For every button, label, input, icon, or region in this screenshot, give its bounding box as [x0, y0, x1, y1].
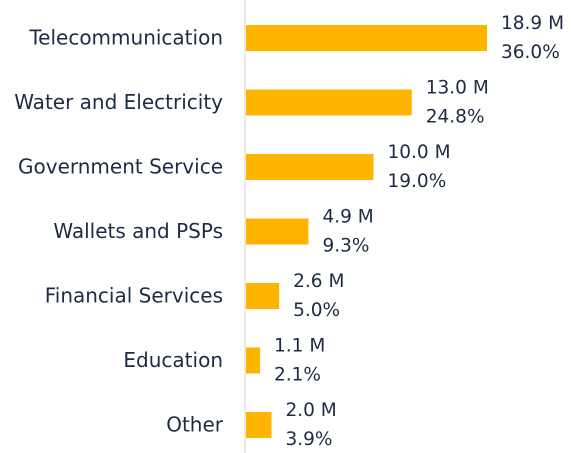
value-label: 2.6 M — [293, 271, 344, 292]
bar — [246, 283, 280, 309]
share-label: 2.1% — [274, 365, 321, 386]
category-label: Water and Electricity — [14, 90, 223, 114]
category-label: Wallets and PSPs — [53, 219, 223, 243]
bar — [246, 412, 272, 438]
value-label: 4.9 M — [322, 207, 373, 228]
share-label: 36.0% — [501, 42, 560, 63]
bar — [246, 154, 374, 180]
share-label: 5.0% — [293, 300, 340, 321]
category-label: Government Service — [18, 155, 223, 179]
bar — [246, 89, 412, 116]
bar — [246, 218, 309, 245]
bar — [246, 25, 487, 51]
share-label: 19.0% — [388, 171, 447, 192]
category-label: Financial Services — [45, 284, 223, 308]
value-label: 1.1 M — [274, 336, 325, 357]
value-label: 13.0 M — [426, 78, 489, 99]
category-label: Telecommunication — [28, 26, 223, 50]
value-label: 18.9 M — [501, 13, 564, 34]
value-label: 2.0 M — [286, 400, 337, 421]
category-label: Other — [166, 413, 224, 437]
share-label: 9.3% — [322, 236, 369, 257]
bar — [246, 347, 261, 374]
share-label: 3.9% — [286, 429, 333, 450]
share-label: 24.8% — [426, 107, 485, 128]
value-label: 10.0 M — [388, 142, 451, 163]
category-label: Education — [123, 348, 223, 372]
